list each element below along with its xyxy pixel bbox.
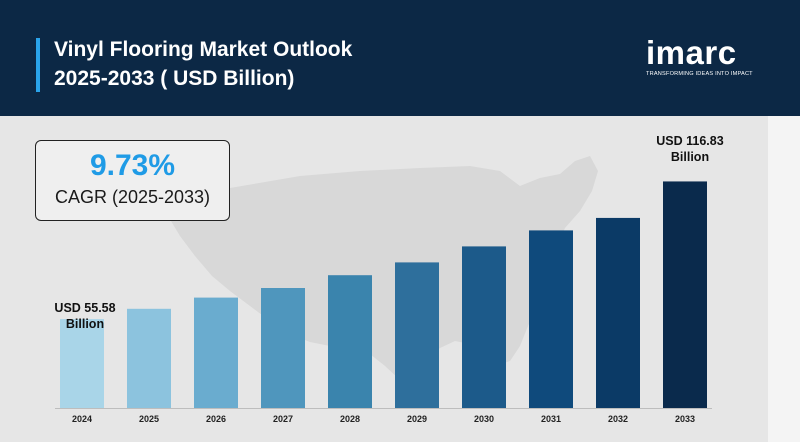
last-value-line-1: USD 116.83 bbox=[656, 134, 724, 148]
title-accent-bar bbox=[36, 38, 40, 92]
cagr-value: 9.73% bbox=[89, 149, 176, 182]
bar-2029 bbox=[395, 262, 439, 408]
title-line-2: 2025-2033 ( USD Billion) bbox=[54, 67, 295, 90]
bar-2025 bbox=[127, 308, 171, 408]
first-value-line-2: Billion bbox=[65, 317, 105, 331]
bar-2027 bbox=[261, 288, 305, 408]
logo-tagline: TRANSFORMING IDEAS INTO IMPACT bbox=[646, 71, 753, 77]
cagr-callout: 9.73% CAGR (2025-2033) bbox=[35, 140, 230, 221]
header-banner: Vinyl Flooring Market Outlook 2025-2033 … bbox=[0, 0, 800, 116]
x-tick-label-2029: 2029 bbox=[407, 414, 427, 424]
x-tick-label-2030: 2030 bbox=[474, 414, 494, 424]
bar-2032 bbox=[596, 217, 640, 408]
x-tick-label-2026: 2026 bbox=[206, 414, 226, 424]
x-tick-label-2032: 2032 bbox=[608, 414, 628, 424]
last-value-line-2: Billion bbox=[670, 150, 710, 164]
bar-chart: 2024 2025 2026 2027 2028 2029 2030 2031 2032 2033 bbox=[55, 181, 712, 424]
bar-2030 bbox=[462, 246, 506, 408]
x-tick-label-2024: 2024 bbox=[72, 414, 92, 424]
x-tick-label-2033: 2033 bbox=[675, 414, 695, 424]
first-year-value-label: USD 55.58 Billion bbox=[40, 300, 130, 332]
bar-2033 bbox=[663, 181, 707, 408]
right-margin-strip bbox=[768, 116, 800, 442]
last-year-value-label: USD 116.83 Billion bbox=[640, 133, 740, 165]
imarc-logo: imarc TRANSFORMING IDEAS INTO IMPACT bbox=[646, 34, 766, 78]
x-tick-label-2027: 2027 bbox=[273, 414, 293, 424]
logo-wordmark: imarc bbox=[646, 34, 737, 71]
x-tick-label-2028: 2028 bbox=[340, 414, 360, 424]
cagr-label: CAGR (2025-2033) bbox=[54, 187, 211, 207]
bar-2028 bbox=[328, 275, 372, 408]
x-tick-label-2025: 2025 bbox=[139, 414, 159, 424]
page-title: Vinyl Flooring Market Outlook 2025-2033 … bbox=[54, 35, 352, 93]
bar-2031 bbox=[529, 230, 573, 408]
bar-2026 bbox=[194, 297, 238, 408]
bar-2024 bbox=[60, 319, 104, 408]
title-line-1: Vinyl Flooring Market Outlook bbox=[54, 38, 353, 61]
first-value-line-1: USD 55.58 bbox=[54, 301, 116, 315]
x-tick-label-2031: 2031 bbox=[541, 414, 561, 424]
